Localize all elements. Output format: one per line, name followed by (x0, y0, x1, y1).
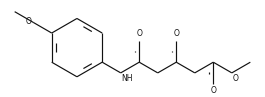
Text: O: O (173, 29, 179, 38)
Text: NH: NH (121, 74, 133, 83)
Text: O: O (136, 29, 142, 38)
Text: O: O (210, 86, 216, 95)
Text: O: O (26, 17, 32, 26)
Text: O: O (232, 74, 238, 83)
